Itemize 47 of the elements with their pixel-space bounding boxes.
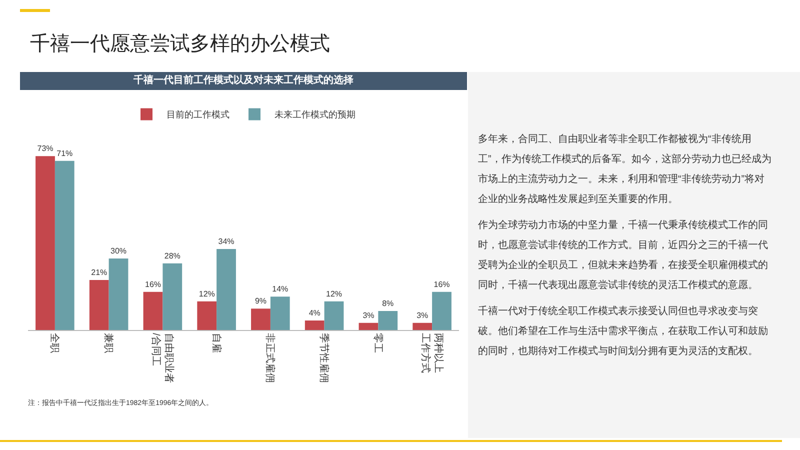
- data-label: 3%: [362, 310, 374, 320]
- chart-subtitle: 千禧一代目前工作模式以及对未来工作模式的选择: [20, 72, 467, 90]
- text: 多年来，合同工、自由职业者等非全职工作都被视为“非传统用工”，作为传统工作模式的后备军。如今，这部分劳动力也已经成为市场上的主流劳动力之一。未来，利用和管理“非传统劳动力”将对企业的业务战略性发展起到至关重要的作用。: [478, 132, 772, 207]
- chart-title: 千禧一代愿意尝试多样的办公模式: [30, 32, 330, 57]
- x-tick-label: 自由职业者/合同工: [150, 333, 175, 383]
- data-label: 12%: [198, 289, 215, 298]
- bar: [89, 280, 109, 330]
- legend-label: 未来工作模式的预期: [274, 110, 356, 120]
- bar: [54, 160, 74, 330]
- data-label: 16%: [144, 280, 161, 289]
- bar: [304, 320, 324, 330]
- x-tick-label: 零工: [372, 333, 383, 353]
- x-tick-label: 季节性雇佣: [318, 333, 330, 383]
- bar: [216, 249, 236, 330]
- legend-label: 目前的工作模式: [166, 110, 230, 120]
- bar: [162, 263, 182, 330]
- bar: [324, 301, 344, 330]
- bar: [197, 301, 217, 330]
- bar: [143, 292, 163, 330]
- data-label: 9%: [254, 296, 267, 306]
- data-label: 34%: [218, 237, 234, 246]
- x-tick-label: 兼职: [102, 333, 115, 353]
- text: 千禧一代对于传统全职工作模式表示接受认同但也寻求改变与突破。他们希望在工作与生活中需求平衡点，在获取工作认可和鼓励的同时，也期待对工作模式与时间划分拥有更为灵活的支配权。: [478, 304, 769, 359]
- x-tick-label: 非正式雇佣: [264, 333, 276, 383]
- bar: [412, 322, 432, 330]
- data-label: 3%: [416, 310, 428, 320]
- data-label: 30%: [110, 246, 127, 256]
- bar: [108, 258, 128, 330]
- data-label: 14%: [272, 284, 288, 294]
- x-tick-label: 全职: [48, 333, 61, 353]
- bar: [36, 156, 55, 330]
- data-label: 12%: [326, 289, 342, 298]
- x-tick-label: 自雇: [210, 333, 222, 353]
- data-label: 8%: [382, 298, 394, 308]
- bar: [251, 308, 270, 330]
- data-label: 71%: [56, 148, 73, 158]
- data-label: 4%: [308, 308, 320, 318]
- x-tick-label: 两种以上工作方式: [419, 333, 444, 373]
- bar: [432, 292, 452, 330]
- data-label: 16%: [434, 280, 450, 289]
- bar: [378, 310, 398, 330]
- bar: [358, 322, 378, 330]
- data-label: 28%: [164, 251, 180, 260]
- data-label: 21%: [91, 268, 108, 277]
- data-label: 73%: [37, 144, 54, 154]
- text: 作为全球劳动力市场的中坚力量，千禧一代秉承传统模式工作的同时，也愿意尝试非传统的工作方式。目前，近四分之三的千禧一代受聘为企业的全职员工，但就未来趋势看，在接受全职雇佣模式的同时，千禧一代表现出愿意尝试非传统的灵活工作模式的意愿。: [478, 218, 769, 293]
- bar: [270, 296, 290, 330]
